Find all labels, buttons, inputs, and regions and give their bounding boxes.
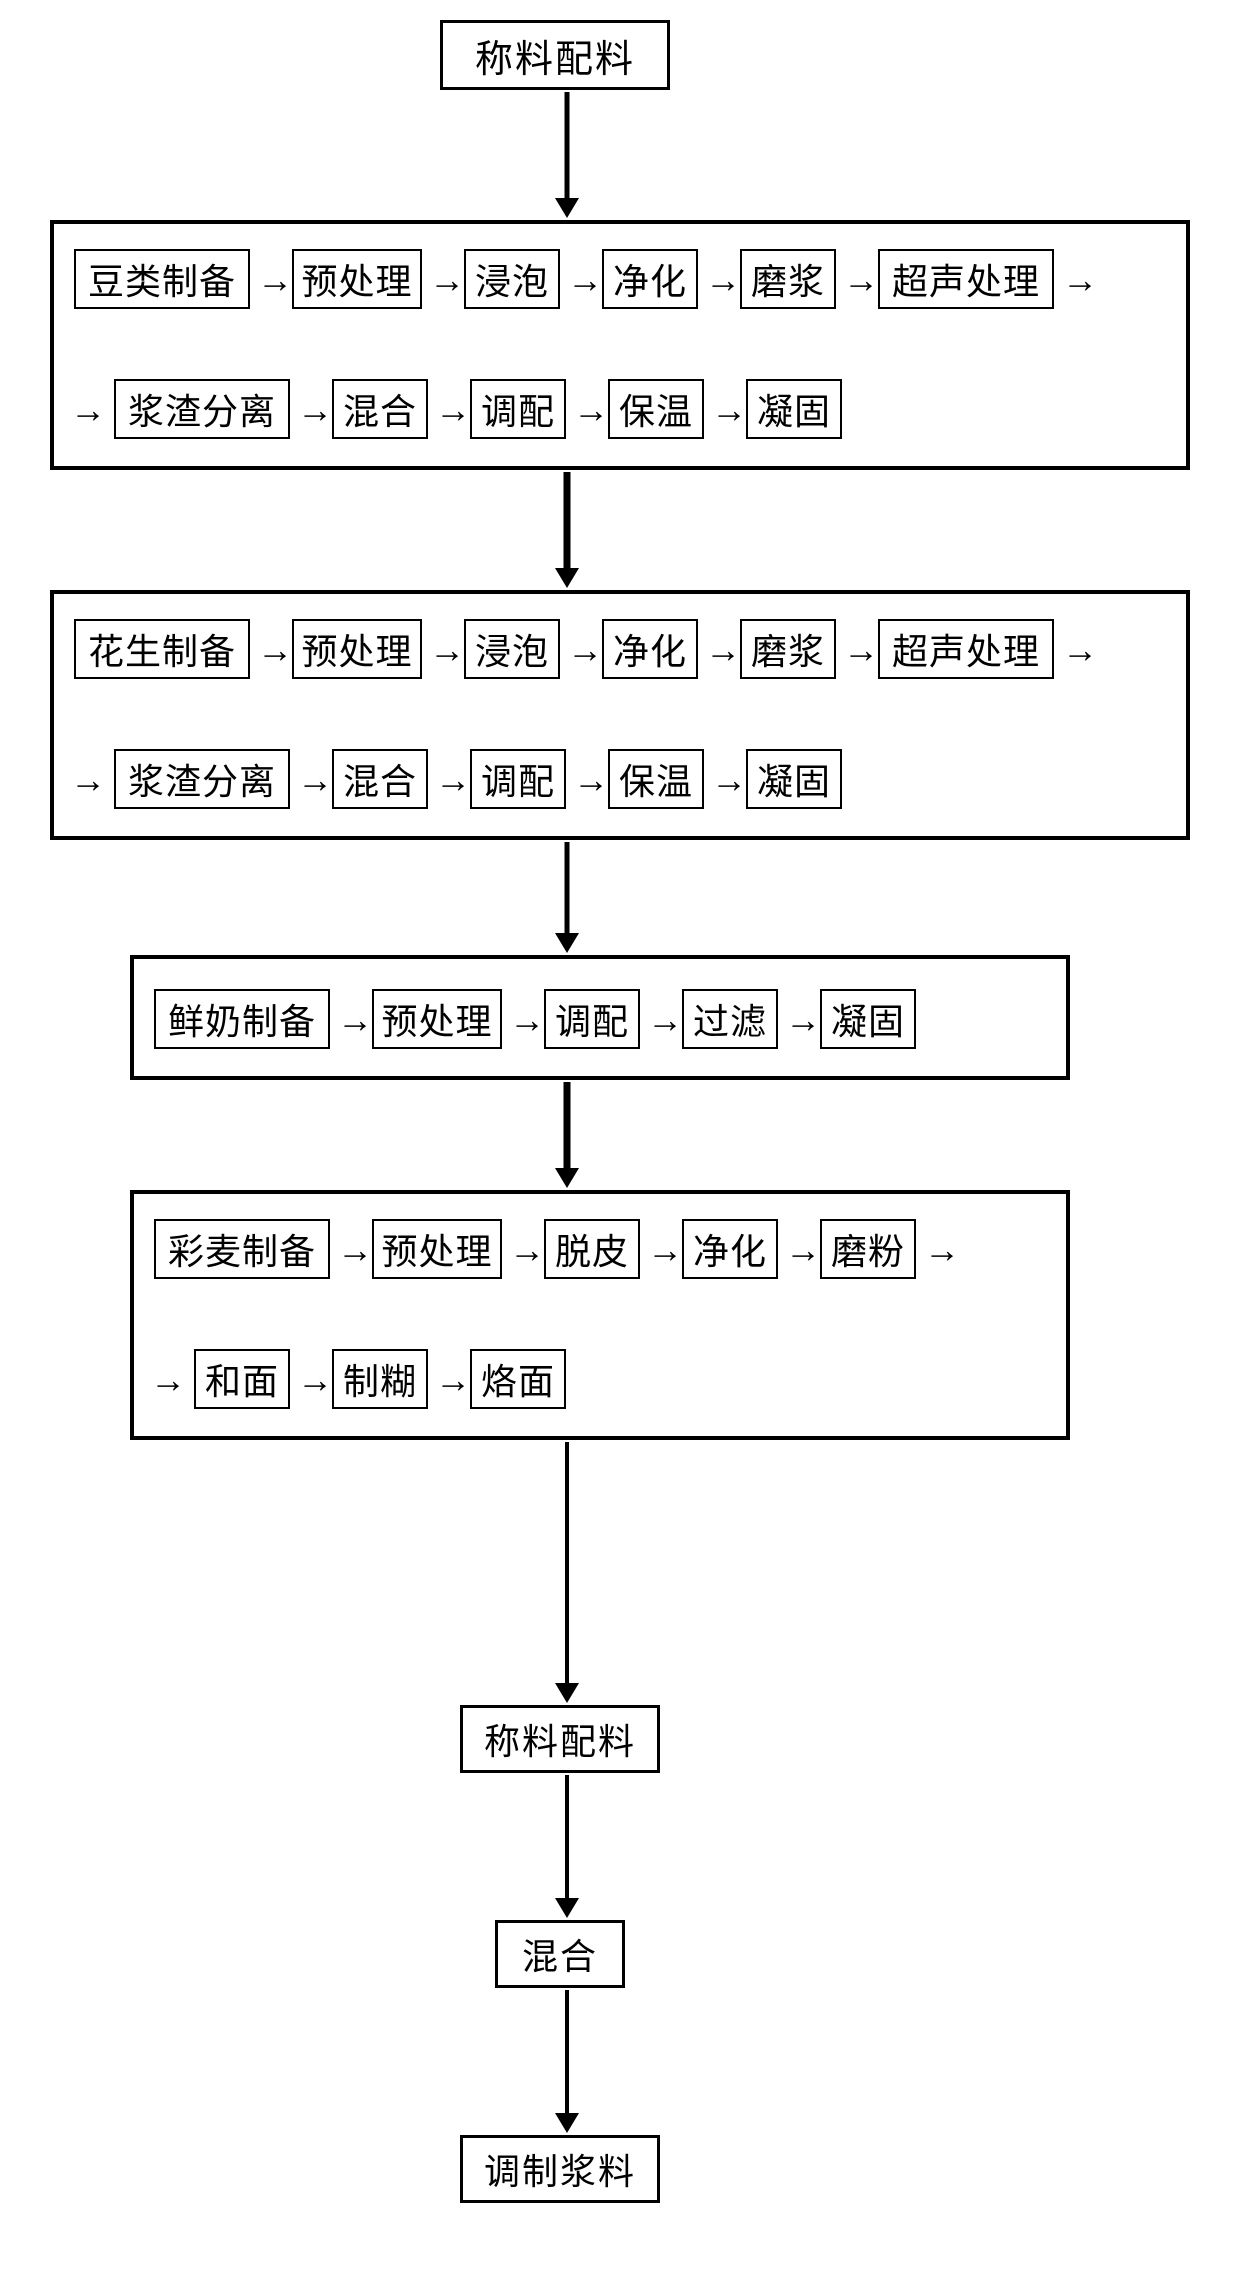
- h-arrow-icon: →: [573, 759, 609, 801]
- h-arrow-icon: →: [647, 999, 683, 1041]
- step-box: 混合: [332, 749, 428, 809]
- h-arrow-icon: →: [567, 629, 603, 671]
- step-box: 保温: [608, 379, 704, 439]
- step-box: 混合: [332, 379, 428, 439]
- h-arrow-icon: →: [705, 629, 741, 671]
- step-box: 凝固: [746, 749, 842, 809]
- h-arrow-icon: →: [429, 259, 465, 301]
- h-arrow-icon: →: [785, 999, 821, 1041]
- step-box: 预处理: [292, 619, 422, 679]
- group-milk: 鲜奶制备→预处理→调配→过滤→凝固: [130, 955, 1070, 1080]
- step-box: 磨浆: [740, 249, 836, 309]
- lead-arrow-icon: →: [150, 1359, 186, 1401]
- h-arrow-icon: →: [711, 389, 747, 431]
- step-box: 调配: [544, 989, 640, 1049]
- step-box: 花生制备: [74, 619, 250, 679]
- h-arrow-icon: →: [435, 389, 471, 431]
- h-arrow-icon: →: [573, 389, 609, 431]
- step-box: 超声处理: [878, 619, 1054, 679]
- flowchart-canvas: 称料配料豆类制备→预处理→浸泡→净化→磨浆→超声处理→→浆渣分离→混合→调配→保…: [0, 0, 1240, 2293]
- step-box: 磨浆: [740, 619, 836, 679]
- step-box: 调配: [470, 379, 566, 439]
- h-arrow-icon: →: [711, 759, 747, 801]
- step-box: 预处理: [292, 249, 422, 309]
- h-arrow-icon: →: [297, 389, 333, 431]
- h-arrow-icon: →: [435, 1359, 471, 1401]
- h-arrow-icon: →: [843, 629, 879, 671]
- h-arrow-icon: →: [435, 759, 471, 801]
- h-arrow-icon: →: [567, 259, 603, 301]
- h-arrow-icon: →: [647, 1229, 683, 1271]
- step-box: 脱皮: [544, 1219, 640, 1279]
- group-peanut: 花生制备→预处理→浸泡→净化→磨浆→超声处理→→浆渣分离→混合→调配→保温→凝固: [50, 590, 1190, 840]
- step-box: 和面: [194, 1349, 290, 1409]
- step-box: 磨粉: [820, 1219, 916, 1279]
- v-arrow: [555, 1442, 579, 1703]
- v-arrow: [555, 472, 579, 588]
- step-box: 凝固: [820, 989, 916, 1049]
- v-arrow: [555, 1990, 579, 2133]
- step-box: 净化: [602, 619, 698, 679]
- v-arrow: [555, 1082, 579, 1188]
- step-box: 调配: [470, 749, 566, 809]
- lead-arrow-icon: →: [70, 389, 106, 431]
- step-box: 浆渣分离: [114, 749, 290, 809]
- h-arrow-icon: →: [705, 259, 741, 301]
- lead-arrow-icon: →: [70, 759, 106, 801]
- h-arrow-icon: →: [257, 259, 293, 301]
- step-box: 净化: [602, 249, 698, 309]
- group-bean: 豆类制备→预处理→浸泡→净化→磨浆→超声处理→→浆渣分离→混合→调配→保温→凝固: [50, 220, 1190, 470]
- trail-arrow-icon: →: [924, 1229, 960, 1271]
- step-box: 制糊: [332, 1349, 428, 1409]
- v-arrow: [555, 842, 579, 953]
- top-box: 称料配料: [440, 20, 670, 90]
- step-box: 浆渣分离: [114, 379, 290, 439]
- step-box: 烙面: [470, 1349, 566, 1409]
- tail-box: 调制浆料: [460, 2135, 660, 2203]
- tail-box: 混合: [495, 1920, 625, 1988]
- step-box: 过滤: [682, 989, 778, 1049]
- step-box: 浸泡: [464, 249, 560, 309]
- h-arrow-icon: →: [509, 999, 545, 1041]
- v-arrow: [555, 92, 579, 218]
- h-arrow-icon: →: [337, 1229, 373, 1271]
- step-box: 保温: [608, 749, 704, 809]
- step-box: 豆类制备: [74, 249, 250, 309]
- trail-arrow-icon: →: [1062, 259, 1098, 301]
- h-arrow-icon: →: [257, 629, 293, 671]
- trail-arrow-icon: →: [1062, 629, 1098, 671]
- step-box: 预处理: [372, 989, 502, 1049]
- h-arrow-icon: →: [297, 1359, 333, 1401]
- step-box: 凝固: [746, 379, 842, 439]
- tail-box: 称料配料: [460, 1705, 660, 1773]
- h-arrow-icon: →: [785, 1229, 821, 1271]
- h-arrow-icon: →: [297, 759, 333, 801]
- h-arrow-icon: →: [843, 259, 879, 301]
- step-box: 净化: [682, 1219, 778, 1279]
- step-box: 浸泡: [464, 619, 560, 679]
- h-arrow-icon: →: [509, 1229, 545, 1271]
- step-box: 鲜奶制备: [154, 989, 330, 1049]
- h-arrow-icon: →: [429, 629, 465, 671]
- group-wheat: 彩麦制备→预处理→脱皮→净化→磨粉→→和面→制糊→烙面: [130, 1190, 1070, 1440]
- v-arrow: [555, 1775, 579, 1918]
- step-box: 预处理: [372, 1219, 502, 1279]
- step-box: 彩麦制备: [154, 1219, 330, 1279]
- h-arrow-icon: →: [337, 999, 373, 1041]
- step-box: 超声处理: [878, 249, 1054, 309]
